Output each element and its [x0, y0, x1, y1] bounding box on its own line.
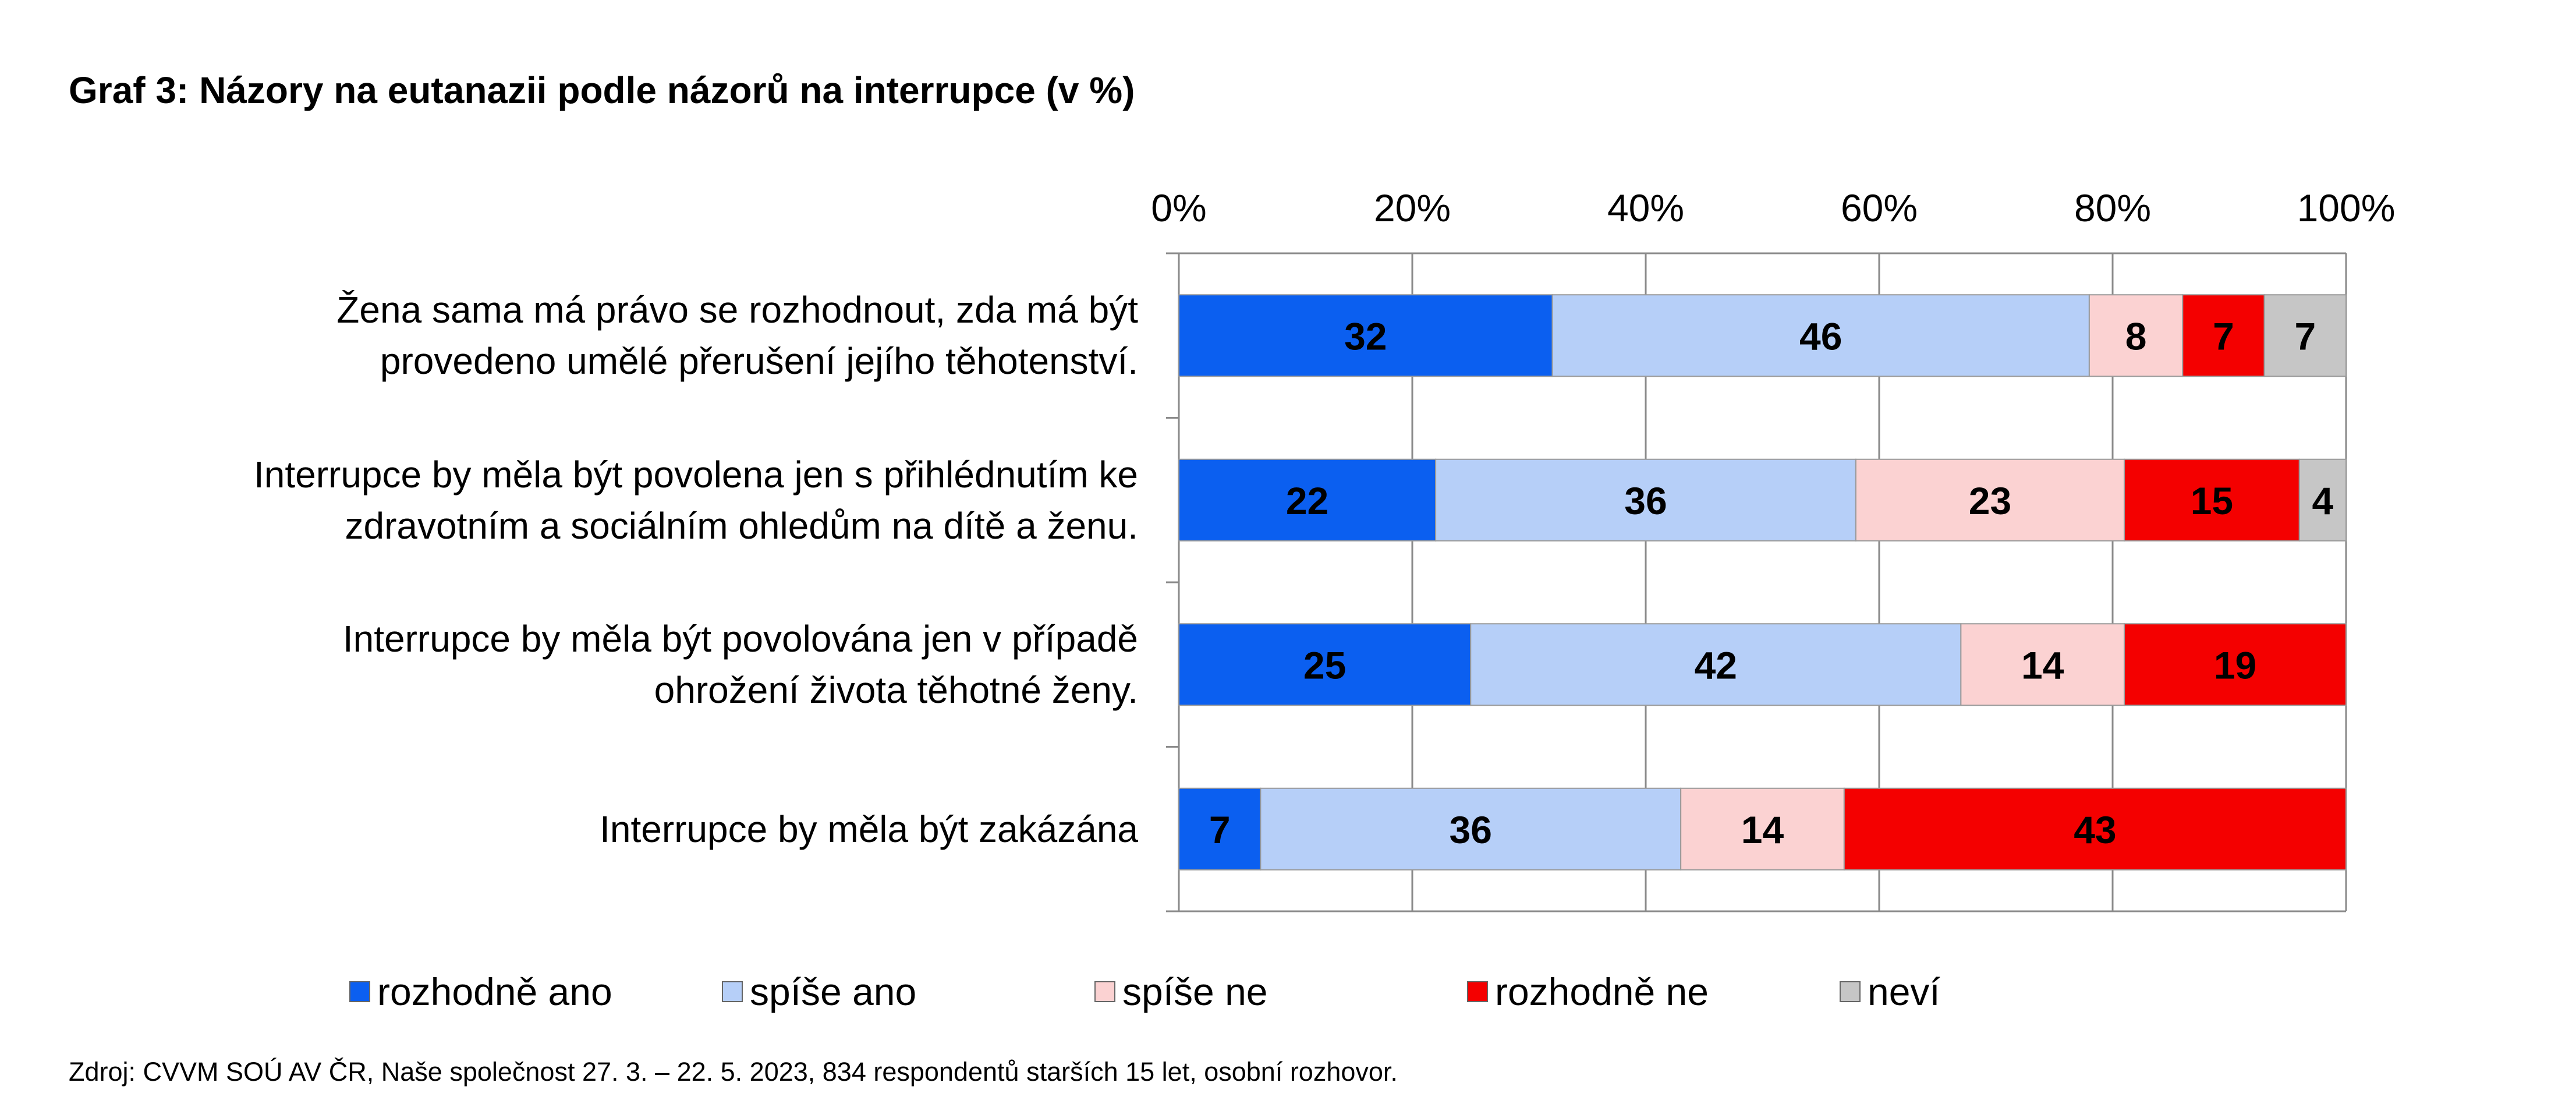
data-label: 42	[1695, 643, 1737, 687]
legend-item: neví	[1840, 970, 2212, 1014]
data-label: 32	[1344, 314, 1387, 358]
bar-segment	[1680, 787, 1845, 871]
bar-segment	[2124, 458, 2300, 542]
legend-swatch	[349, 981, 370, 1002]
x-tick-label: 80%	[2074, 186, 2151, 229]
bar-segment	[1551, 294, 2090, 377]
data-label: 7	[2294, 314, 2316, 358]
legend-item: spíše ano	[722, 970, 1094, 1014]
bar-segment	[1260, 787, 1682, 871]
legend: rozhodně ano spíše ano spíše ne rozhodně ne…	[349, 970, 2212, 1014]
bar-segment	[1178, 458, 1437, 542]
legend-item: rozhodně ne	[1467, 970, 1840, 1014]
bar-segment	[2182, 294, 2265, 377]
category-label: Žena sama má právo se rozhodnout, zda má…	[336, 289, 1138, 383]
legend-swatch	[1094, 981, 1115, 1002]
data-label: 15	[2191, 479, 2233, 522]
legend-label: spíše ne	[1122, 970, 1268, 1013]
data-label: 25	[1303, 643, 1346, 687]
chart-title: Graf 3: Názory na eutanazii podle názorů…	[69, 69, 1135, 111]
bar-segment	[2263, 294, 2347, 377]
data-label: 14	[2021, 643, 2064, 687]
bar-segment	[1855, 458, 2125, 542]
category-label: Interrupce by měla být zakázána	[600, 808, 1138, 850]
data-label: 22	[1286, 479, 1328, 522]
data-label: 23	[1969, 479, 2011, 522]
bar-segment	[2088, 294, 2184, 377]
data-label: 36	[1624, 479, 1667, 522]
legend-label: neví	[1868, 970, 1940, 1013]
legend-item: rozhodně ano	[349, 970, 722, 1014]
data-label: 36	[1450, 808, 1492, 851]
legend-label: spíše ano	[750, 970, 917, 1013]
bar-segment	[1960, 623, 2125, 706]
bar-segment	[2124, 623, 2347, 706]
x-tick-label: 100%	[2297, 186, 2396, 229]
x-tick-label: 20%	[1374, 186, 1451, 229]
category-label: Interrupce by měla být povolována jen v …	[342, 618, 1138, 712]
legend-label: rozhodně ano	[377, 970, 612, 1013]
data-label: 7	[1209, 808, 1231, 851]
bar-segment	[1470, 623, 1962, 706]
data-label: 14	[1741, 808, 1784, 851]
legend-item: spíše ne	[1094, 970, 1467, 1014]
data-label: 19	[2214, 643, 2256, 687]
legend-label: rozhodně ne	[1495, 970, 1709, 1013]
x-tick-label: 0%	[1151, 186, 1206, 229]
category-label: Interrupce by měla být povolena jen s př…	[253, 453, 1138, 547]
bar-segment	[1178, 294, 1553, 377]
x-tick-label: 40%	[1607, 186, 1684, 229]
data-label: 46	[1799, 314, 1842, 358]
x-tick-label: 60%	[1841, 186, 1918, 229]
data-label: 8	[2125, 314, 2147, 358]
legend-swatch	[1467, 981, 1488, 1002]
data-label: 4	[2312, 479, 2334, 522]
source-note: Zdroj: CVVM SOÚ AV ČR, Naše společnost 2…	[69, 1057, 1398, 1087]
bar-segment	[2298, 458, 2347, 542]
data-label: 43	[2074, 808, 2116, 851]
bar-segment	[1178, 787, 1262, 871]
data-label: 7	[2213, 314, 2234, 358]
legend-swatch	[722, 981, 743, 1002]
bar-segment	[1843, 787, 2347, 871]
legend-swatch	[1840, 981, 1861, 1002]
bar-segment	[1178, 623, 1472, 706]
bar-segment	[1435, 458, 1856, 542]
